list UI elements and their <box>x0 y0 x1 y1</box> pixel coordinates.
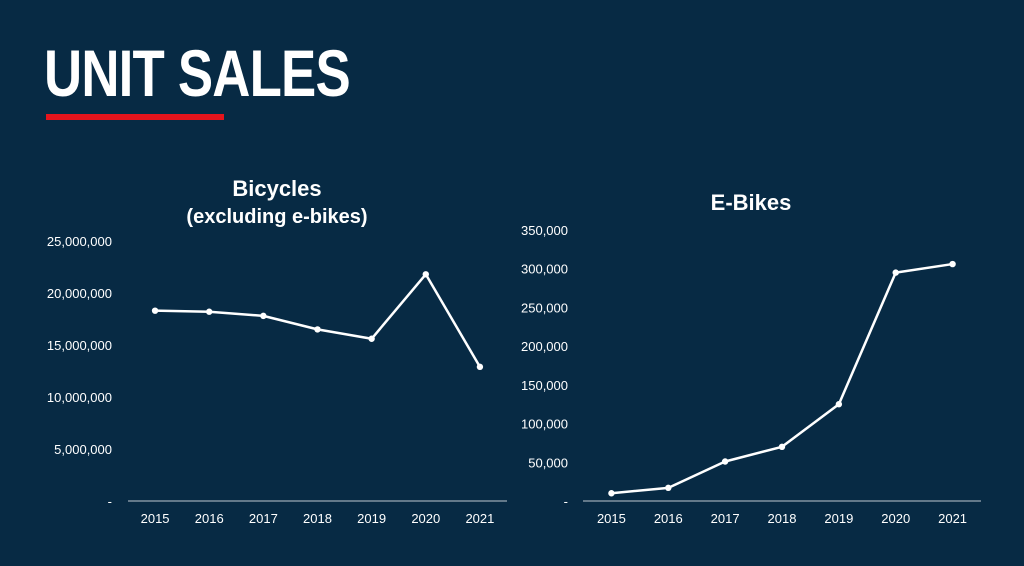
ebikes-x-tick-label: 2019 <box>824 511 853 526</box>
bicycles-y-tick-label: 15,000,000 <box>47 338 112 353</box>
ebikes-y-tick-label: 50,000 <box>528 455 568 470</box>
ebikes-y-tick-label: 250,000 <box>521 300 568 315</box>
ebikes-y-tick-label: - <box>564 494 568 509</box>
ebikes-data-point <box>608 490 615 497</box>
bicycles-x-tick-label: 2018 <box>303 511 332 526</box>
bicycles-x-tick-label: 2017 <box>249 511 278 526</box>
bicycles-data-point <box>422 271 429 278</box>
ebikes-x-tick-label: 2016 <box>654 511 683 526</box>
bicycles-chart-subtitle: (excluding e-bikes) <box>186 206 367 228</box>
slide-title: UNIT SALES <box>44 36 351 110</box>
bicycles-chart-title: Bicycles <box>232 176 321 201</box>
bicycles-data-point <box>476 363 484 371</box>
ebikes-chart-title: E-Bikes <box>711 190 792 215</box>
ebikes-x-tick-label: 2015 <box>597 511 626 526</box>
ebikes-data-point <box>778 443 786 450</box>
bicycles-data-point <box>151 307 159 314</box>
ebikes-y-tick-label: 200,000 <box>521 339 568 354</box>
bicycles-data-point <box>368 335 375 342</box>
title-underline <box>46 114 224 120</box>
ebikes-series-line <box>611 262 953 495</box>
bicycles-data-point <box>314 326 321 333</box>
ebikes-x-tick-label: 2020 <box>881 511 910 526</box>
bicycles-data-point <box>206 308 213 315</box>
ebikes-data-point <box>949 260 956 268</box>
bicycles-y-tick-label: 25,000,000 <box>47 234 112 249</box>
ebikes-y-tick-label: 100,000 <box>521 417 568 432</box>
ebikes-y-tick-label: 300,000 <box>521 262 568 277</box>
ebikes-data-point <box>835 401 843 408</box>
ebikes-y-tick-label: 350,000 <box>521 223 568 238</box>
ebikes-data-point <box>721 458 729 465</box>
bicycles-x-tick-label: 2016 <box>195 511 224 526</box>
bicycles-y-tick-label: 20,000,000 <box>47 286 112 301</box>
ebikes-x-tick-label: 2018 <box>768 511 797 526</box>
bicycles-x-tick-label: 2015 <box>141 511 170 526</box>
ebikes-y-tick-label: 150,000 <box>521 378 568 393</box>
bicycles-x-tick-label: 2020 <box>411 511 440 526</box>
ebikes-data-point <box>665 484 672 492</box>
bicycles-y-tick-label: 5,000,000 <box>54 442 112 457</box>
bicycles-data-point <box>260 312 267 320</box>
ebikes-x-tick-label: 2017 <box>711 511 740 526</box>
bicycles-x-tick-label: 2019 <box>357 511 386 526</box>
bicycles-y-tick-label: - <box>108 494 112 509</box>
ebikes-data-point <box>892 269 899 276</box>
bicycles-y-tick-label: 10,000,000 <box>47 390 112 405</box>
ebikes-x-tick-label: 2021 <box>938 511 967 526</box>
bicycles-x-tick-label: 2021 <box>465 511 494 526</box>
